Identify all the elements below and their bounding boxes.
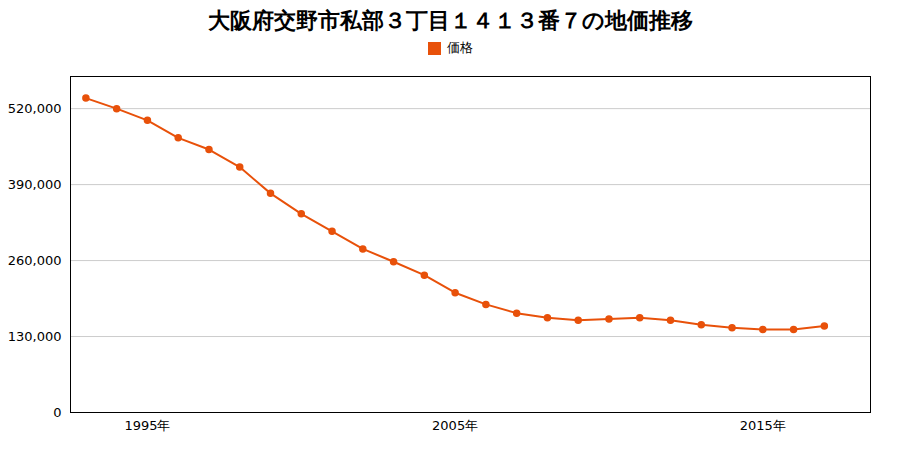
svg-text:390,000: 390,000 [8, 177, 62, 192]
svg-text:130,000: 130,000 [8, 329, 62, 344]
svg-text:2015年: 2015年 [740, 418, 786, 433]
html-text:価格: 価格 [446, 40, 473, 55]
svg-text:2005年: 2005年 [432, 418, 478, 433]
svg-text:260,000: 260,000 [8, 253, 62, 268]
html-text:大阪府交野市私部３丁目１４１３番７の地価推移: 大阪府交野市私部３丁目１４１３番７の地価推移 [207, 8, 693, 33]
svg-text:1995年: 1995年 [124, 418, 170, 433]
svg-text:0: 0 [53, 405, 61, 420]
svg-text:520,000: 520,000 [8, 101, 62, 116]
